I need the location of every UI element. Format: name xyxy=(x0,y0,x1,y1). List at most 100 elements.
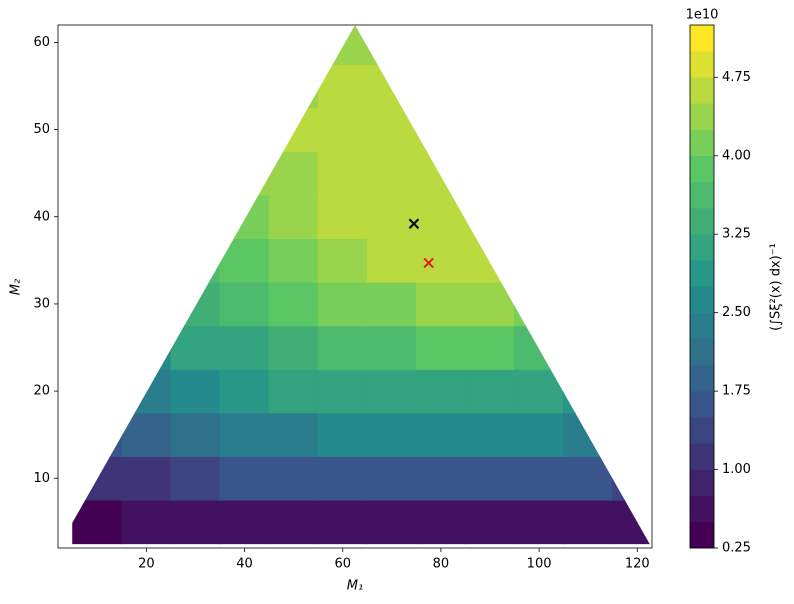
contour-cell xyxy=(170,325,221,370)
contour-cell xyxy=(219,150,270,196)
contour-cell xyxy=(415,281,466,327)
colorbar-offset: 1e10 xyxy=(686,8,719,23)
contour-cell xyxy=(514,368,565,414)
contour-cell xyxy=(170,368,221,414)
contour-cell xyxy=(317,281,368,327)
contour-cell xyxy=(464,194,516,240)
contour-cell xyxy=(366,238,417,283)
colorbar-band xyxy=(689,77,715,104)
y-tick-label: 50 xyxy=(33,122,50,137)
contour-cell xyxy=(268,150,319,196)
contour-cell xyxy=(268,455,319,501)
colorbar-label: (∫Sξ²(x) dx)⁻¹ xyxy=(769,243,784,331)
contour-cell xyxy=(219,325,270,370)
contour-cell xyxy=(415,499,466,545)
x-tick-label: 40 xyxy=(236,557,253,572)
y-tick-label: 60 xyxy=(33,35,50,50)
colorbar-tick-label: 1.75 xyxy=(722,384,751,399)
contour-cell xyxy=(219,499,270,545)
contour-cell xyxy=(366,281,417,327)
contour-cell xyxy=(268,325,319,370)
contour-cell xyxy=(268,499,319,545)
contour-cell xyxy=(366,25,417,65)
contour-cell xyxy=(464,455,516,501)
contour-cell xyxy=(268,412,319,457)
contour-cell xyxy=(170,455,221,501)
contour-cell xyxy=(366,194,417,240)
contour-cell xyxy=(170,281,221,327)
contour-cell xyxy=(366,499,417,545)
contour-field xyxy=(72,25,652,545)
contour-cell xyxy=(121,412,172,457)
contour-cell xyxy=(121,455,172,501)
contour-cell xyxy=(612,455,652,501)
x-tick-label: 60 xyxy=(334,557,351,572)
colorbar-band xyxy=(689,521,715,549)
contour-cell xyxy=(219,281,270,327)
x-tick-label: 20 xyxy=(138,557,155,572)
contour-cell xyxy=(415,455,466,501)
y-tick-label: 20 xyxy=(33,384,50,399)
x-tick-label: 80 xyxy=(433,557,450,572)
colorbar-band xyxy=(689,443,715,470)
contour-cell xyxy=(170,499,221,545)
contour-cell xyxy=(170,412,221,457)
contour-cell xyxy=(121,325,172,370)
contour-cell xyxy=(317,25,368,65)
contour-cell xyxy=(268,194,319,240)
colorbar-band xyxy=(689,155,715,183)
colorbar-tick-label: 2.50 xyxy=(722,305,751,320)
colorbar-band xyxy=(689,260,715,287)
contour-cell xyxy=(317,238,368,283)
overlay xyxy=(408,218,434,269)
marker xyxy=(423,257,434,269)
contour-cell xyxy=(464,281,516,327)
contour-cell xyxy=(317,194,368,240)
contour-cell xyxy=(121,368,172,414)
colorbar-frame xyxy=(689,24,715,549)
contour-cell xyxy=(366,107,417,152)
contour-cell xyxy=(415,238,466,283)
colorbar-band xyxy=(689,312,715,340)
contour-cell xyxy=(317,325,368,370)
contour-cell xyxy=(415,107,466,152)
contour-cell xyxy=(464,499,516,545)
colorbar-band xyxy=(689,338,715,366)
x-axis-label: M₁ xyxy=(347,579,363,594)
marker-stroke xyxy=(423,257,434,269)
contour-cell xyxy=(464,325,516,370)
contour-cell xyxy=(317,455,368,501)
colorbar-band xyxy=(689,495,715,523)
contour-cell xyxy=(72,499,123,545)
contour-cell xyxy=(464,412,516,457)
contour-cell xyxy=(366,412,417,457)
colorbar-band xyxy=(689,390,715,418)
contour-cell xyxy=(415,368,466,414)
contour-cell xyxy=(317,412,368,457)
contour-cell xyxy=(219,368,270,414)
contour-cell xyxy=(366,63,417,109)
contour-cell xyxy=(366,368,417,414)
x-tick-label: 100 xyxy=(527,557,552,572)
contour-cell xyxy=(514,412,565,457)
contour-cell xyxy=(563,412,614,457)
contour-cell xyxy=(268,107,319,152)
y-tick-label: 30 xyxy=(33,296,50,311)
marker xyxy=(408,218,420,229)
colorbar-band xyxy=(689,286,715,313)
contour-cell xyxy=(72,455,123,501)
contour-cell xyxy=(219,412,270,457)
colorbar-band xyxy=(689,233,715,261)
contour-cell xyxy=(464,368,516,414)
contour-cell xyxy=(563,368,614,414)
contour-cell xyxy=(317,499,368,545)
colorbar-band xyxy=(689,24,715,52)
contour-cell xyxy=(121,499,172,545)
colorbar-tick-label: 4.75 xyxy=(722,70,751,85)
contour-cell xyxy=(268,238,319,283)
contour-cell xyxy=(219,194,270,240)
contour-cell xyxy=(415,412,466,457)
contour-cell xyxy=(415,150,466,196)
colorbar-band xyxy=(689,181,715,209)
